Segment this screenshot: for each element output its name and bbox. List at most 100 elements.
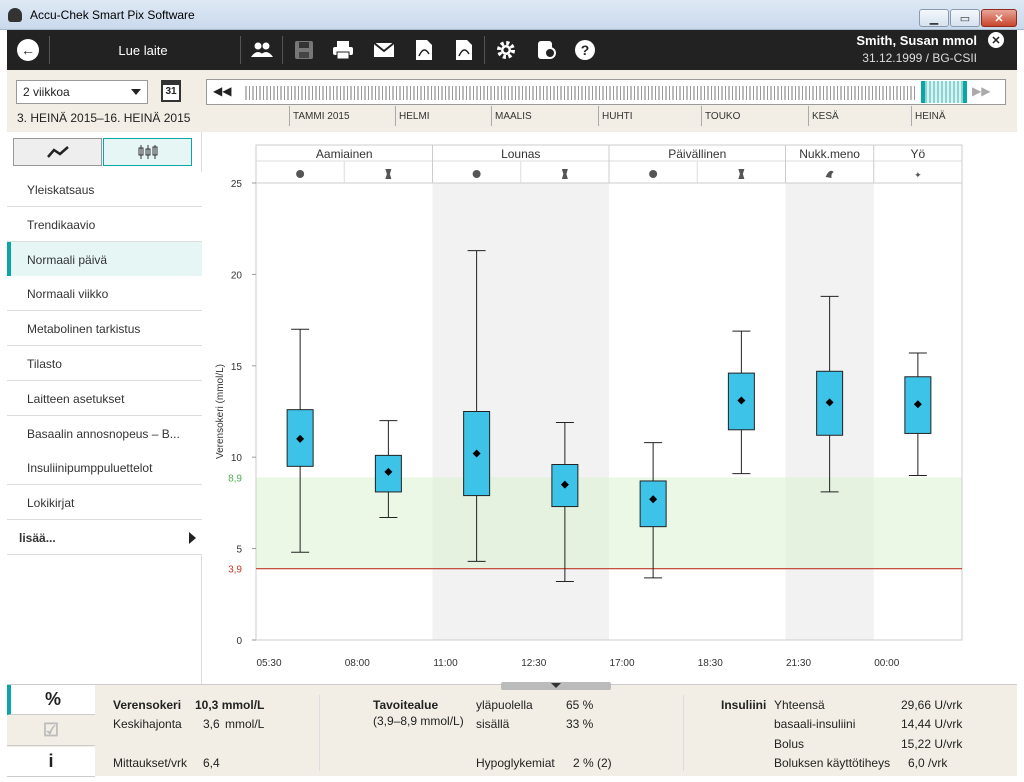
sidebar-item[interactable]: Trendikaavio [7,206,202,242]
x-tick-label: 11:00 [433,658,458,669]
median-marker [825,398,834,407]
sidebar-item[interactable]: Lokikirjat [7,485,202,521]
above-value: 65 % [566,698,594,712]
hypo-label: Hypoglykemiat [476,756,555,770]
period-label: Lounas [501,147,540,161]
month-tick [808,106,809,126]
before-meal-apple-icon [649,170,658,178]
trend-view-button[interactable] [13,138,102,166]
sidebar-item[interactable]: Laitteen asetukset [7,380,202,416]
x-tick-label: 12:30 [521,658,546,669]
print-icon[interactable] [331,38,355,62]
close-window-button[interactable]: ✕ [981,9,1017,27]
month-label: TOUKO [705,111,741,122]
toolbar-divider [282,36,283,64]
statistics-panel: % ☑ i Verensokeri 10,3 mmol/L Keskihajon… [7,682,1017,777]
pdf-icon[interactable] [412,38,436,62]
basal-label: basaali-insuliini [774,717,856,731]
date-range: 3. HEINÄ 2015–16. HEINÄ 2015 [17,111,191,125]
box-iqr [551,464,579,508]
y-tick-label: 15 [231,362,243,373]
help-icon[interactable]: ? [573,38,597,62]
x-tick-label: 21:30 [786,658,811,669]
y-axis-label: Verensokeri (mmol/L) [215,364,226,459]
timeline-slider[interactable]: ◀◀ ▶▶ [206,79,1006,105]
patient-name: Smith, Susan mmol [856,33,977,48]
mail-icon[interactable] [372,38,396,62]
x-tick-label: 08:00 [345,658,370,669]
measurements-label: Mittaukset/vrk [113,756,188,770]
timeline-selection-handle[interactable] [921,81,967,103]
x-tick-label: 00:00 [874,658,899,669]
stats-divider [683,695,684,771]
maximize-button[interactable]: ▭ [950,9,980,27]
sidebar-item[interactable]: Normaali viikko [7,276,202,312]
sd-label: Keskihajonta [113,717,182,731]
median-marker [649,495,658,504]
sidebar-item[interactable]: Yleiskatsaus [7,172,202,207]
median-marker [913,400,922,409]
sidebar: Yleiskatsaus Trendikaavio Normaali päivä No… [7,132,202,684]
sidebar-item[interactable]: Basaalin annosnopeus – B... [7,415,202,451]
minimize-button[interactable]: ▁ [919,9,949,27]
month-tick [701,106,702,126]
toolbar: ← Lue laite ? Smith, Susan mmol 31.12.19… [7,30,1017,70]
patient-info: 31.12.1999 / BG-CSII [862,51,977,65]
glucose-label: Verensokeri [113,698,182,712]
period-label: Yö [911,147,926,161]
save-icon[interactable] [292,38,316,62]
toolbar-divider [484,36,485,64]
trend-line-icon [46,146,69,158]
month-label: HUHTI [602,111,633,122]
y-tick-label: 25 [231,179,243,190]
month-label: TAMMI 2015 [293,111,350,122]
window-title: Accu-Chek Smart Pix Software [30,8,195,22]
back-button[interactable]: ← [17,39,39,61]
bolus-use-value: 6,0 /vrk [908,756,948,770]
calendar-icon[interactable]: 31 [161,80,181,102]
sidebar-item[interactable]: Metabolinen tarkistus [7,311,202,347]
before-meal-apple-icon [472,170,481,178]
chevron-down-icon [131,89,141,95]
y-tick-label: 5 [236,545,242,556]
sidebar-item[interactable]: Normaali päivä [7,241,202,277]
chart-svg: Aamiainen Lounas Päivällinen Nukk.meno Yö✦05… [215,144,963,669]
device-settings-icon[interactable] [534,38,558,62]
patients-icon[interactable] [250,38,274,62]
sidebar-more-button[interactable]: lisää... [7,520,202,555]
bolus-value: 15,22 U/vrk [901,737,963,751]
lunch-period-shade [432,183,609,640]
target-low-label: 3,9 [228,565,242,576]
toolbar-divider [240,36,241,64]
sd-value: 3,6 [203,717,220,731]
above-label: yläpuolella [476,698,533,712]
bedtime-moon-icon [825,170,834,178]
month-tick [289,106,290,126]
pdf-export-icon[interactable] [452,38,476,62]
month-tick [491,106,492,126]
x-tick-label: 17:00 [609,658,634,669]
median-marker [737,396,746,405]
read-device-button[interactable]: Lue laite [118,43,168,58]
settings-gear-icon[interactable] [494,38,518,62]
timeline-prev-button[interactable]: ◀◀ [213,84,232,98]
app-logo-icon [8,8,22,22]
sidebar-more-label: lisää... [19,531,56,545]
check-tab[interactable]: ☑ [7,716,95,746]
chevron-right-icon [189,532,196,544]
percent-tab[interactable]: % [7,685,95,715]
sd-unit: mmol/L [225,717,265,731]
month-label: HELMI [399,111,430,122]
info-tab[interactable]: i [7,747,95,777]
sidebar-item[interactable]: Insuliinipumppuluettelot [7,450,202,486]
close-patient-button[interactable]: ✕ [988,32,1004,48]
sidebar-item[interactable]: Tilasto [7,346,202,381]
median-marker [384,467,393,476]
timeline-next-button[interactable]: ▶▶ [972,84,991,98]
boxplot-view-button[interactable] [103,138,192,166]
insulin-label: Insuliini [721,698,767,712]
within-value: 33 % [566,717,594,731]
collapse-panel-handle[interactable] [501,682,611,690]
period-select[interactable]: 2 viikkoa [16,80,148,104]
period-bar: 2 viikkoa 31 3. HEINÄ 2015–16. HEINÄ 201… [7,70,1017,132]
